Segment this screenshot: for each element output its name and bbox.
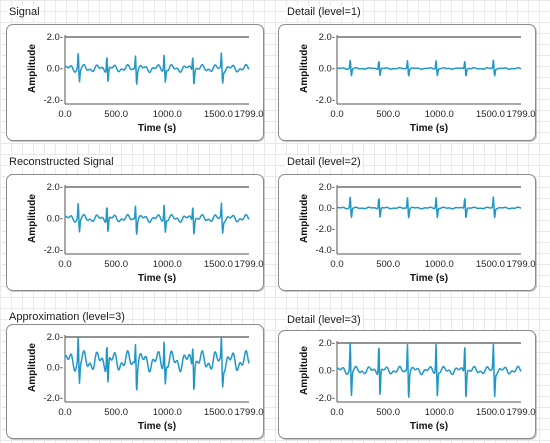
x-tick-label: 1000.0 [425,109,454,120]
y-tick-label: 2.0- [47,182,63,193]
y-tick-label: -4.0- [315,245,335,256]
graph-detail-3[interactable]: 2.0- 0.0- -2.0- 0.0 500.0 1000.0 1500.0 1799.0 T… [278,330,536,439]
plot-detail-3: 2.0- 0.0- -2.0- 0.0 500.0 1000.0 1500.0 1799.0 T… [299,338,536,432]
y-axis-title: Amplitude [299,194,310,243]
y-tick-label: -2.0- [315,393,335,404]
signal-trace [336,342,522,398]
x-tick-label: 1799.0 [506,109,535,120]
x-tick-label: 500.0 [376,259,400,270]
signal-trace [336,196,522,219]
y-axis-title: Amplitude [27,343,38,392]
x-tick-label: 1799.0 [234,407,263,418]
plot-signal: 2.0- 0.0- -2.0- 0.0 500.0 1000.0 1500.0 1799.0 T… [27,32,264,134]
x-tick-label: 1000.0 [153,407,182,418]
x-tick-label: 1000.0 [153,259,182,270]
x-tick-label: 1500.0 [204,109,233,120]
x-tick-label: 1500.0 [476,109,505,120]
y-axis-title: Amplitude [27,194,38,243]
signal-trace [64,202,250,235]
y-tick-label: 0.0- [47,214,63,225]
y-tick-label: 2.0- [47,332,63,343]
y-tick-label: 2.0- [47,32,63,43]
x-tick-label: 1500.0 [204,407,233,418]
y-tick-label: -2.0- [43,245,63,256]
y-axis-title: Amplitude [27,44,38,93]
x-tick-label: 0.0 [330,259,343,270]
plot-detail-2: 2.0- 0.0- -2.0- -4.0- 0.0 500.0 1000.0 1500.0 17… [299,182,536,284]
x-tick-label: 1799.0 [506,259,535,270]
x-tick-label: 1000.0 [425,407,454,418]
x-tick-label: 0.0 [330,109,343,120]
x-tick-label: 500.0 [376,407,400,418]
x-tick-label: 1000.0 [425,259,454,270]
x-tick-label: 0.0 [330,407,343,418]
x-tick-label: 1500.0 [476,407,505,418]
x-tick-label: 500.0 [104,109,128,120]
y-tick-label: 0.0- [319,64,335,75]
panel-title-detail-2: Detail (level=2) [286,156,362,168]
panel-title-reconstructed: Reconstructed Signal [8,156,115,168]
graph-reconstructed[interactable]: 2.0- 0.0- -2.0- 0.0 500.0 1000.0 1500.0 1799.0 T… [6,174,264,291]
x-axis-title: Time (s) [138,123,176,134]
y-axis-title: Amplitude [299,44,310,93]
plot-reconstructed: 2.0- 0.0- -2.0- 0.0 500.0 1000.0 1500.0 1799.0 T… [27,182,264,284]
x-tick-label: 1799.0 [234,109,263,120]
y-tick-label: 0.0- [47,363,63,374]
panel-title-detail-1: Detail (level=1) [286,6,362,18]
x-tick-label: 1799.0 [234,259,263,270]
plot-detail-1: 2.0- 0.0- -2.0- 0.0 500.0 1000.0 1500.0 1799.0 T… [299,32,536,134]
plot-approximation-3: 2.0- 0.0- -2.0- 0.0 500.0 1000.0 1500.0 1799.0 T… [27,332,264,432]
y-tick-label: 0.0- [319,366,335,377]
graph-detail-1[interactable]: 2.0- 0.0- -2.0- 0.0 500.0 1000.0 1500.0 1799.0 T… [278,24,536,141]
graph-approximation-3[interactable]: 2.0- 0.0- -2.0- 0.0 500.0 1000.0 1500.0 1799.0 T… [6,324,264,439]
panel-title-signal: Signal [8,6,41,18]
x-axis-title: Time (s) [138,273,176,284]
y-tick-label: -2.0- [315,224,335,235]
x-tick-label: 1500.0 [476,259,505,270]
x-tick-label: 500.0 [104,259,128,270]
graph-detail-2[interactable]: 2.0- 0.0- -2.0- -4.0- 0.0 500.0 1000.0 1500.0 17… [278,174,536,291]
graph-signal[interactable]: 2.0- 0.0- -2.0- 0.0 500.0 1000.0 1500.0 1799.0 T… [6,24,264,141]
x-axis-title: Time (s) [410,273,448,284]
y-tick-label: 2.0- [319,32,335,43]
signal-trace [64,52,250,85]
panel-title-approximation-3: Approximation (level=3) [8,311,126,323]
y-tick-label: 0.0- [47,64,63,75]
x-axis-title: Time (s) [138,421,176,432]
x-tick-label: 500.0 [104,407,128,418]
x-axis-title: Time (s) [410,421,448,432]
x-tick-label: 0.0 [58,407,71,418]
x-tick-label: 500.0 [376,109,400,120]
y-tick-label: -2.0- [43,393,63,404]
y-tick-label: -2.0- [43,95,63,106]
signal-trace [64,336,250,391]
x-axis-title: Time (s) [410,123,448,134]
y-tick-label: -2.0- [315,95,335,106]
y-axis-title: Amplitude [299,346,310,395]
y-tick-label: 2.0- [319,182,335,193]
x-tick-label: 1799.0 [506,407,535,418]
y-tick-label: 0.0- [319,203,335,214]
x-tick-label: 0.0 [58,259,71,270]
x-tick-label: 1000.0 [153,109,182,120]
y-tick-label: 2.0- [319,338,335,349]
panel-title-detail-3: Detail (level=3) [286,314,362,326]
x-tick-label: 1500.0 [204,259,233,270]
signal-trace [336,59,522,77]
x-tick-label: 0.0 [58,109,71,120]
